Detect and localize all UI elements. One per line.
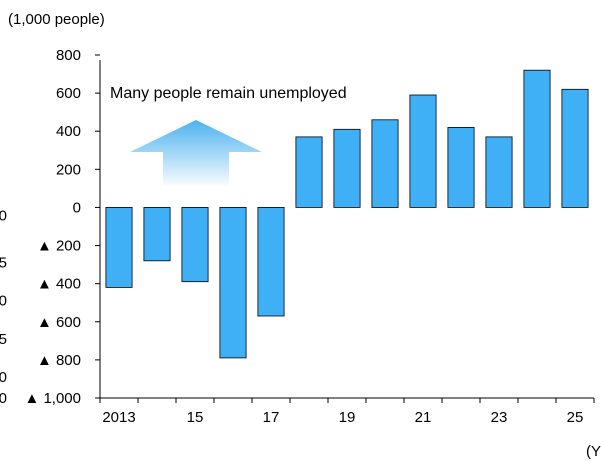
left-cut-label: 5 xyxy=(0,255,7,272)
bar-2022 xyxy=(447,127,475,208)
bar-2017 xyxy=(257,206,285,317)
x-tick-label: 23 xyxy=(491,409,508,426)
bar-series xyxy=(105,69,589,359)
bar-2025 xyxy=(561,88,589,208)
left-cut-label: 5 xyxy=(0,331,7,348)
y-tick-label: 600 xyxy=(56,85,81,102)
x-tick-label: 19 xyxy=(339,409,356,426)
bar-2018 xyxy=(295,136,323,208)
y-tick-label: ▲ 600 xyxy=(37,314,81,331)
x-tick-label: 21 xyxy=(415,409,432,426)
y-tick-label: 0 xyxy=(73,199,81,216)
y-tick-label: ▲ 400 xyxy=(37,276,81,293)
bar-2015 xyxy=(181,206,209,283)
bar-2024 xyxy=(523,69,551,208)
bar-2021 xyxy=(409,94,437,208)
left-cut-labels: 0 5 0 5 0 0 xyxy=(0,207,7,407)
bar-2013 xyxy=(105,206,133,288)
y-tick-label: ▲ 1,000 xyxy=(24,390,81,407)
bar-2016 xyxy=(219,206,247,359)
annotation-text: Many people remain unemployed xyxy=(110,85,347,102)
bar-2014 xyxy=(143,206,171,262)
x-tick-label: 17 xyxy=(263,409,280,426)
x-tick-label: 2013 xyxy=(102,409,135,426)
y-tick-label: 400 xyxy=(56,123,81,140)
x-axis-ticks: 2013 15 17 19 21 23 25 xyxy=(99,398,595,426)
x-tick-label: 25 xyxy=(567,409,584,426)
x-tick-label: 15 xyxy=(187,409,204,426)
up-arrow-icon xyxy=(130,120,262,185)
y-tick-label: ▲ 200 xyxy=(37,238,81,255)
x-axis-unit-label: (Y xyxy=(586,443,601,460)
y-axis-ticks: 800 600 400 200 0 ▲ 200 ▲ 400 ▲ 600 ▲ 800 ▲ 1,000 xyxy=(24,47,100,407)
left-cut-label: 0 xyxy=(0,390,7,407)
left-cut-label: 0 xyxy=(0,293,7,310)
bar-2023 xyxy=(485,136,513,208)
bar-2020 xyxy=(371,119,399,208)
y-tick-label: ▲ 800 xyxy=(37,352,81,369)
y-tick-label: 800 xyxy=(56,47,81,64)
y-axis-unit-label: (1,000 people) xyxy=(8,11,105,28)
y-tick-label: 200 xyxy=(56,161,81,178)
left-cut-label: 0 xyxy=(0,369,7,386)
bar-2019 xyxy=(333,128,361,208)
left-cut-label: 0 xyxy=(0,207,7,224)
